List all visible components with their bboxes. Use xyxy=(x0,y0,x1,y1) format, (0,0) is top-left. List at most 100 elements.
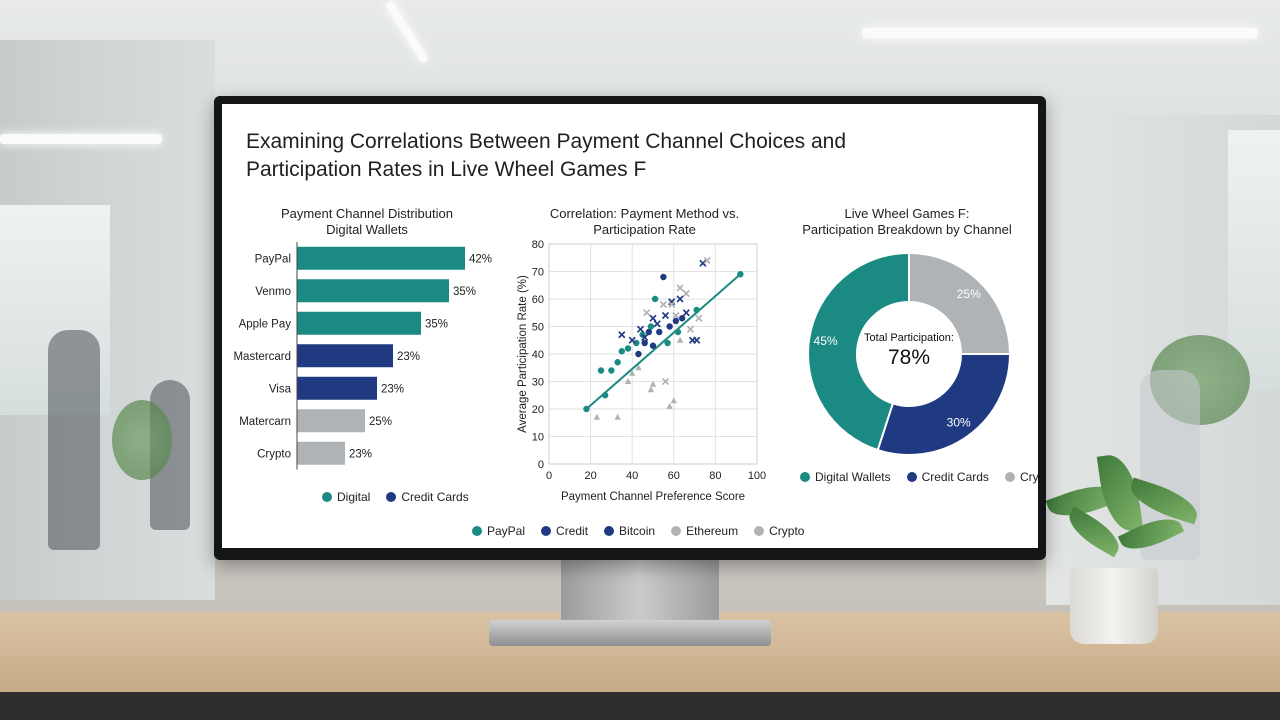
scatter-x-axis-label: Payment Channel Preference Score xyxy=(561,491,745,503)
bar xyxy=(297,441,345,465)
monitor-base xyxy=(489,620,771,646)
scatter-point xyxy=(649,342,657,349)
window xyxy=(1228,130,1280,390)
scatter-y-tick-label: 70 xyxy=(532,267,544,279)
scatter-point xyxy=(660,273,667,281)
scatter-legend-label: PayPal xyxy=(487,524,526,538)
scatter-point xyxy=(668,298,676,306)
scatter-point xyxy=(601,392,609,399)
bar xyxy=(297,409,365,433)
scatter-point xyxy=(703,256,711,265)
scatter-point xyxy=(633,339,640,347)
bar-chart-legend: Digital Credit Cards xyxy=(322,490,485,504)
scatter-point xyxy=(678,315,686,322)
donut-legend-swatch xyxy=(906,472,917,482)
donut-legend-swatch xyxy=(1004,472,1015,482)
plant-pot xyxy=(1070,568,1158,644)
scatter-y-tick-label: 50 xyxy=(532,322,544,334)
donut-slice xyxy=(876,353,1012,456)
scatter-legend-swatch xyxy=(541,526,552,536)
donut-legend-item: Crypto xyxy=(1004,470,1038,484)
bar-legend-item: Credit Cards xyxy=(386,490,469,504)
scatter-y-tick-label: 80 xyxy=(532,239,544,251)
scatter-point xyxy=(676,295,684,303)
scatter-legend-label: Ethereum xyxy=(686,524,739,538)
scatter-point xyxy=(629,369,636,376)
bar-value-label: 42% xyxy=(469,253,492,265)
scatter-point xyxy=(737,271,744,278)
bar-category-label: PayPal xyxy=(255,253,291,265)
scatter-point xyxy=(641,339,648,347)
bar-chart-title-line-1: Payment Channel Distribution xyxy=(281,206,453,221)
bar-x-tick-label: 30 xyxy=(391,477,403,479)
donut-legend-label: Digital Wallets xyxy=(815,470,891,484)
bar-chart: PayPal 42% Venmo 35% Apple Pay 35% Mastercard 2… xyxy=(233,242,503,479)
dashboard-screen: Examining Correlations Between Payment C… xyxy=(222,104,1038,548)
scatter-chart-legend: PayPal Credit Bitcoin Ethereum Crypto xyxy=(472,524,820,538)
desk-edge xyxy=(0,692,1280,720)
scatter-x-tick-label: 0 xyxy=(546,470,552,482)
bar xyxy=(297,311,421,335)
scatter-point xyxy=(695,314,703,322)
scatter-point xyxy=(670,397,677,404)
title-line-2: Participation Rates in Live Wheel Games … xyxy=(246,158,647,181)
bar-x-tick-label: 60 xyxy=(491,477,503,479)
scatter-y-tick-label: 30 xyxy=(532,377,544,389)
background-person xyxy=(48,330,100,550)
bar xyxy=(297,246,465,270)
scatter-point xyxy=(614,359,621,366)
ceiling-light xyxy=(862,28,1258,38)
scatter-point xyxy=(641,333,649,342)
scatter-y-tick-label: 0 xyxy=(538,459,544,471)
donut-legend-swatch xyxy=(800,472,810,482)
bar xyxy=(297,344,393,368)
bar-legend-swatch xyxy=(322,492,332,502)
scatter-plot-area xyxy=(548,243,758,465)
scatter-y-axis-label: Average Participation Rate (%) xyxy=(517,275,529,433)
scatter-point xyxy=(635,364,642,371)
scatter-point xyxy=(628,336,636,344)
scatter-chart-title: Correlation: Payment Method vs. Particip… xyxy=(522,206,767,238)
scatter-point xyxy=(668,300,676,309)
bar-legend-label: Digital xyxy=(337,490,371,504)
bar-legend-item: Digital xyxy=(322,490,370,504)
scatter-point xyxy=(651,295,659,303)
bar xyxy=(297,279,449,303)
scatter-legend-swatch xyxy=(472,526,482,536)
scatter-point xyxy=(682,309,690,317)
scatter-y-tick-label: 40 xyxy=(532,349,544,361)
scatter-point xyxy=(649,314,657,322)
donut-center: Total Participation: 78% xyxy=(849,332,969,370)
bar-value-label: 25% xyxy=(369,416,392,428)
bar-category-label: Mastercard xyxy=(233,351,291,363)
scatter-legend-swatch xyxy=(604,526,615,536)
scatter-point xyxy=(635,350,642,358)
monitor-stand xyxy=(561,560,719,622)
scatter-point xyxy=(693,336,701,344)
scatter-point xyxy=(661,377,670,386)
scatter-point xyxy=(693,306,700,314)
scatter-point xyxy=(624,378,632,384)
donut-chart-title-line-1: Live Wheel Games F: xyxy=(844,206,970,221)
scatter-point xyxy=(645,328,653,336)
bar-value-label: 35% xyxy=(453,286,476,298)
scatter-point xyxy=(666,323,673,330)
bar-legend-label: Credit Cards xyxy=(401,490,469,504)
scatter-point xyxy=(593,413,601,420)
ceiling-light xyxy=(0,134,162,144)
scatter-y-tick-label: 10 xyxy=(532,432,544,444)
scatter-point xyxy=(624,345,632,352)
donut-chart-title-line-2: Participation Breakdown by Channel xyxy=(802,222,1012,237)
scatter-point xyxy=(676,336,684,343)
donut-legend-item: Digital Wallets xyxy=(800,470,891,484)
bar-x-tick-label: 20 xyxy=(358,477,370,479)
donut-chart-legend: Digital Wallets Credit Cards Crypto xyxy=(800,470,1038,484)
scatter-point xyxy=(643,309,651,317)
donut-slice-label: 25% xyxy=(957,287,981,301)
scatter-legend-item: Bitcoin xyxy=(604,524,655,538)
scatter-point xyxy=(699,259,707,267)
bar-value-label: 35% xyxy=(425,318,448,330)
scatter-point xyxy=(614,413,621,420)
title-line-1: Examining Correlations Between Payment C… xyxy=(246,130,846,153)
donut-legend-item: Credit Cards xyxy=(906,470,989,484)
